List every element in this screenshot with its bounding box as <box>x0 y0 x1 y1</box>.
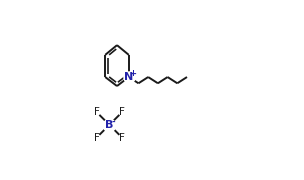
Text: +: + <box>129 69 136 78</box>
Text: -: - <box>111 118 115 127</box>
Text: F: F <box>119 133 125 143</box>
Text: B: B <box>105 120 114 130</box>
Text: F: F <box>94 107 100 117</box>
Text: F: F <box>94 133 100 143</box>
Text: F: F <box>119 107 125 117</box>
Text: N: N <box>124 72 133 82</box>
